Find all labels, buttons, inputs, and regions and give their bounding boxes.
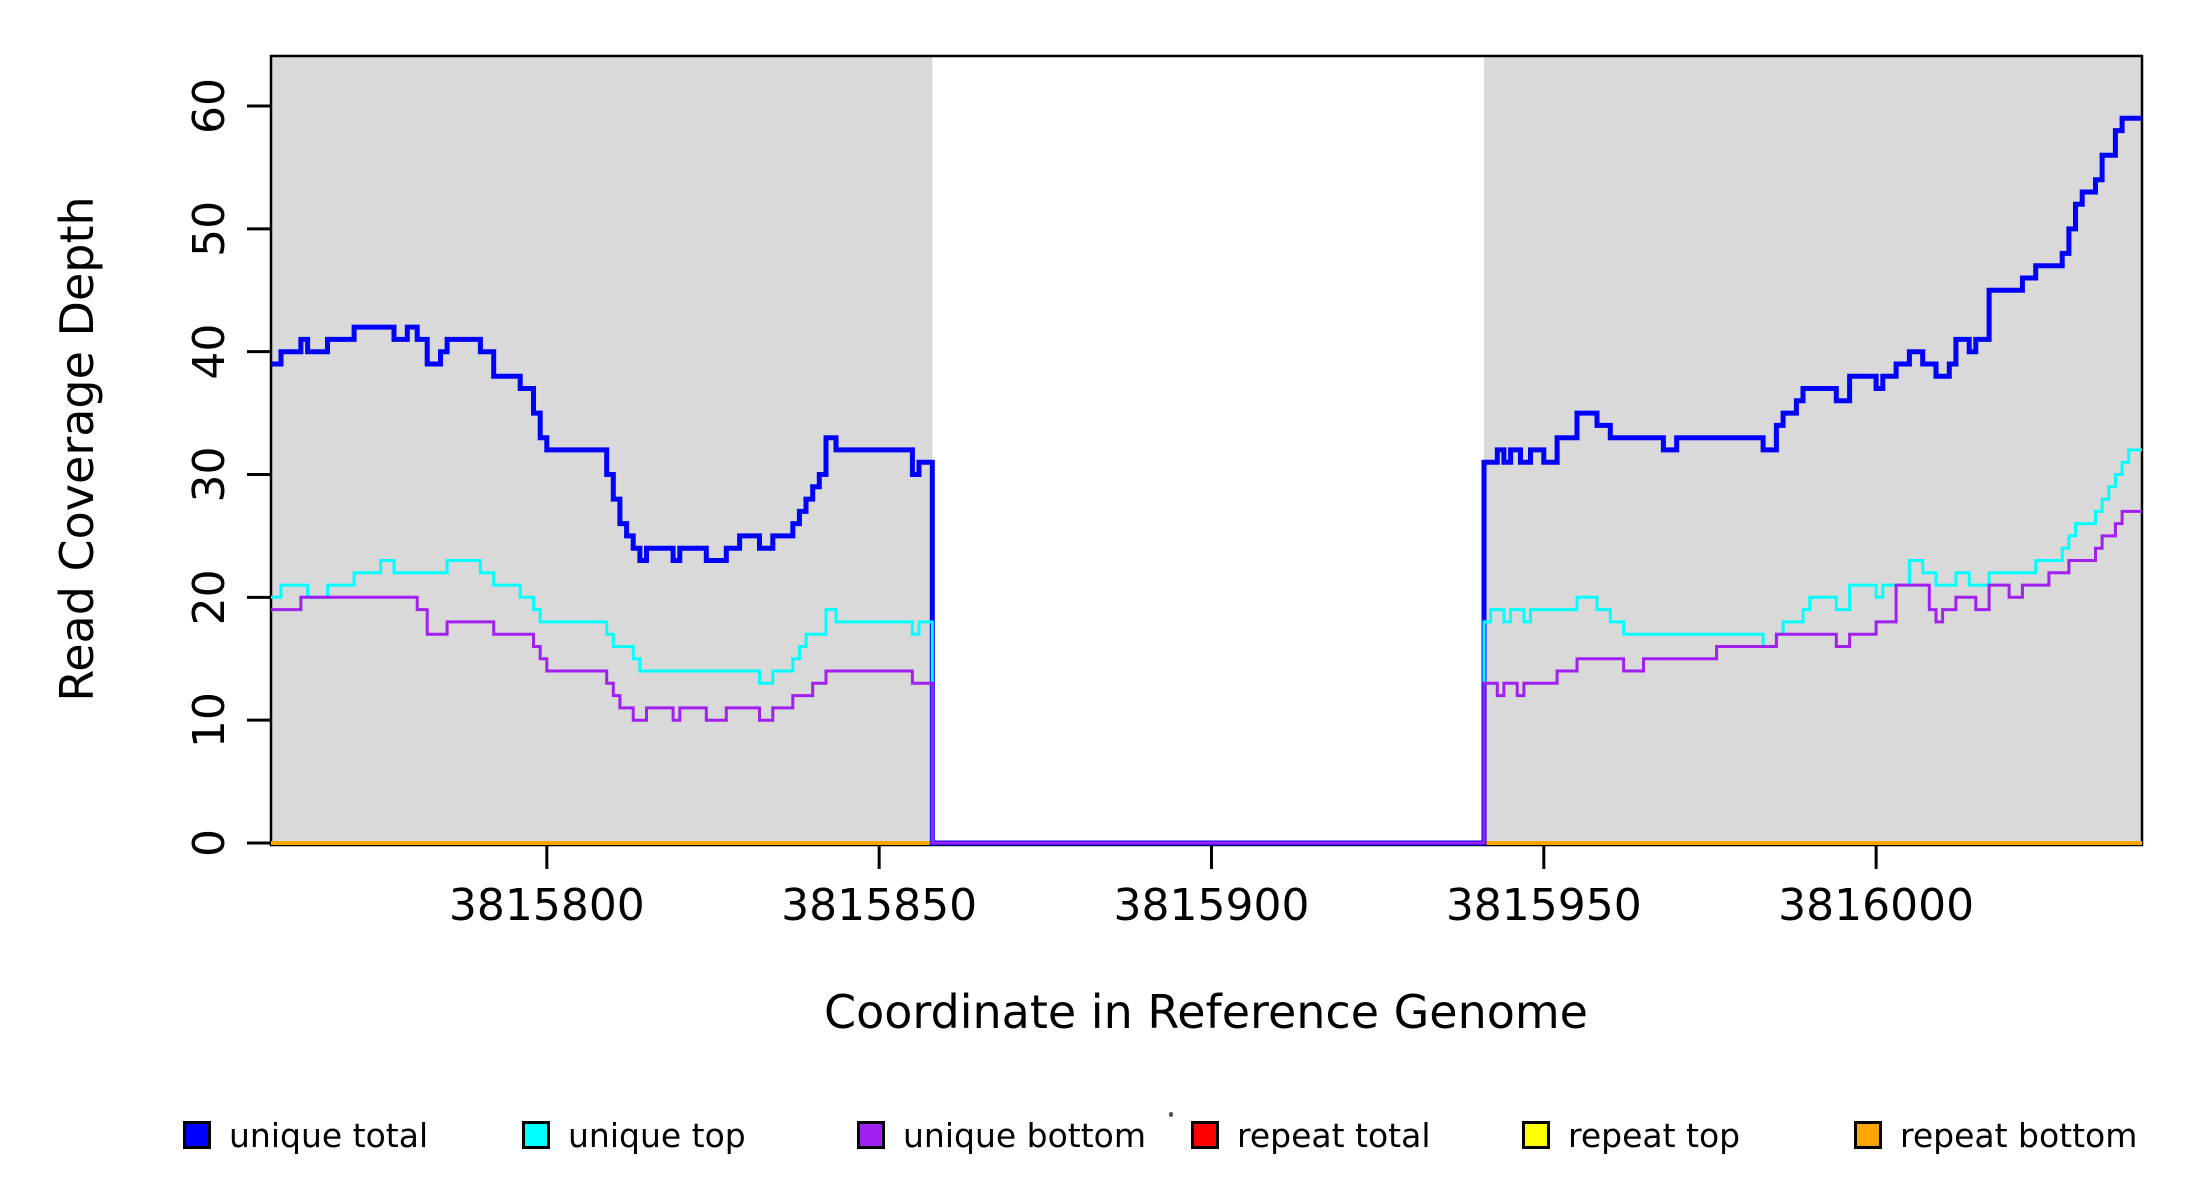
legend-label: repeat top <box>1568 1115 1741 1155</box>
legend-swatch-unique-bottom <box>857 1121 885 1149</box>
legend-label: unique bottom <box>903 1115 1147 1155</box>
legend-swatch-unique-total <box>183 1121 211 1149</box>
stray-dot-artifact <box>1169 1112 1173 1117</box>
legend-item-repeat-bottom: repeat bottom <box>1854 1115 2138 1155</box>
x-tick-label: 3816000 <box>1778 880 1974 931</box>
x-tick-label: 3815850 <box>781 880 977 931</box>
legend-item-unique-top: unique top <box>522 1115 746 1155</box>
y-tick-label: 30 <box>184 447 235 503</box>
y-tick-label: 20 <box>184 569 235 625</box>
y-tick-label: 50 <box>184 201 235 257</box>
legend-swatch-unique-top <box>522 1121 550 1149</box>
legend-item-unique-bottom: unique bottom <box>857 1115 1147 1155</box>
legend-item-repeat-top: repeat top <box>1522 1115 1741 1155</box>
legend-label: repeat total <box>1237 1115 1431 1155</box>
unique-region-panel-2 <box>1483 56 2142 843</box>
series-unique-bottom <box>271 509 2142 845</box>
x-tick-label: 3815800 <box>449 880 645 931</box>
x-axis-title: Coordinate in Reference Genome <box>824 985 1588 1039</box>
legend-label: unique top <box>568 1115 746 1155</box>
legend-item-unique-total: unique total <box>183 1115 429 1155</box>
series-unique-top <box>271 448 2142 845</box>
legend-swatch-repeat-top <box>1522 1121 1550 1149</box>
legend-label: repeat bottom <box>1900 1115 2138 1155</box>
legend-item-repeat-total: repeat total <box>1191 1115 1431 1155</box>
y-tick-label: 60 <box>184 78 235 134</box>
legend-swatch-repeat-total <box>1191 1121 1219 1149</box>
y-tick-label: 40 <box>184 324 235 380</box>
x-tick-label: 3815900 <box>1114 880 1310 931</box>
x-tick-label: 3815950 <box>1446 880 1642 931</box>
y-axis-title: Read Coverage Depth <box>50 196 104 702</box>
legend-label: unique total <box>229 1115 429 1155</box>
legend-swatch-repeat-bottom <box>1854 1121 1882 1149</box>
y-tick-label: 10 <box>184 692 235 748</box>
y-tick-label: 0 <box>184 829 235 857</box>
